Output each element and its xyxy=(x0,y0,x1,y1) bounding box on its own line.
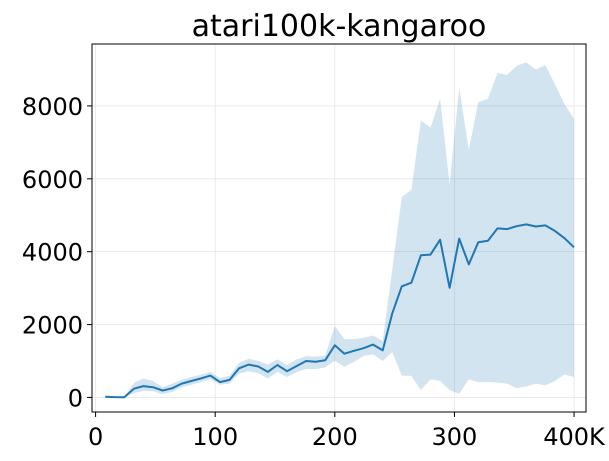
x-tick-label: 100 xyxy=(192,423,238,451)
axes-frame xyxy=(91,43,587,413)
y-tick-label: 4000 xyxy=(22,239,83,267)
y-tick-label: 6000 xyxy=(22,166,83,194)
y-tick-label: 8000 xyxy=(22,93,83,121)
mean-line xyxy=(105,223,575,399)
x-axis: 0 100 200 300 400K xyxy=(88,412,606,451)
x-tick-label: 0 xyxy=(88,423,103,451)
x-tick-label: 400K xyxy=(543,423,606,451)
x-tick-label: 200 xyxy=(312,423,358,451)
grid xyxy=(92,44,586,412)
confidence-band xyxy=(105,62,574,398)
chart-title: atari100k-kangaroo xyxy=(192,9,487,44)
y-tick-label: 2000 xyxy=(22,312,83,340)
y-axis: 0 2000 4000 6000 8000 xyxy=(22,93,92,412)
y-tick-label: 0 xyxy=(68,384,83,412)
plot-area xyxy=(105,62,575,399)
x-tick-label: 300 xyxy=(432,423,478,451)
